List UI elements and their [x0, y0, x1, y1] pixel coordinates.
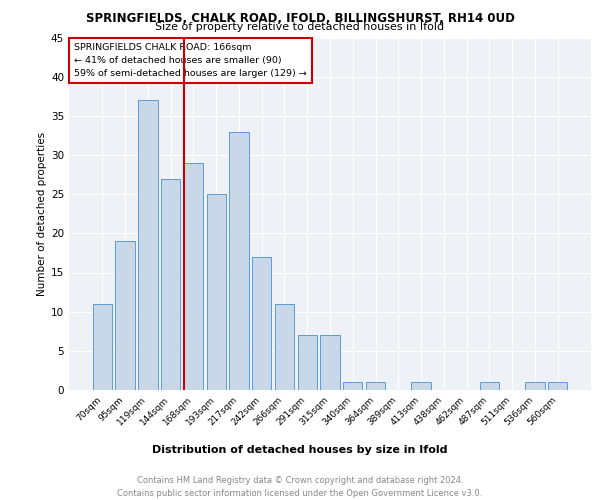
Text: Size of property relative to detached houses in Ifold: Size of property relative to detached ho… — [155, 22, 445, 32]
Text: SPRINGFIELDS CHALK ROAD: 166sqm
← 41% of detached houses are smaller (90)
59% of: SPRINGFIELDS CHALK ROAD: 166sqm ← 41% of… — [74, 43, 307, 78]
Bar — [479, 382, 499, 390]
Bar — [548, 382, 567, 390]
Bar — [298, 335, 317, 390]
Text: SPRINGFIELDS, CHALK ROAD, IFOLD, BILLINGSHURST, RH14 0UD: SPRINGFIELDS, CHALK ROAD, IFOLD, BILLING… — [86, 12, 514, 26]
Bar — [206, 194, 226, 390]
Bar — [93, 304, 112, 390]
Bar — [229, 132, 248, 390]
Text: Contains HM Land Registry data © Crown copyright and database right 2024.
Contai: Contains HM Land Registry data © Crown c… — [118, 476, 482, 498]
Text: Distribution of detached houses by size in Ifold: Distribution of detached houses by size … — [152, 445, 448, 455]
Bar — [320, 335, 340, 390]
Bar — [343, 382, 362, 390]
Bar — [138, 100, 158, 390]
Bar — [525, 382, 545, 390]
Bar — [366, 382, 385, 390]
Bar — [412, 382, 431, 390]
Bar — [161, 178, 181, 390]
Bar — [252, 257, 271, 390]
Bar — [275, 304, 294, 390]
Y-axis label: Number of detached properties: Number of detached properties — [37, 132, 47, 296]
Bar — [184, 163, 203, 390]
Bar — [115, 241, 135, 390]
